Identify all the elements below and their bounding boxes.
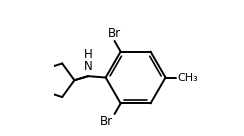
- Text: CH₃: CH₃: [177, 72, 198, 83]
- Text: H
N: H N: [84, 48, 93, 73]
- Text: Br: Br: [108, 27, 121, 40]
- Text: Br: Br: [100, 115, 113, 128]
